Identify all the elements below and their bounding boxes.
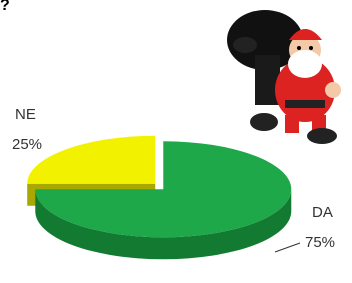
value-label: 25% [12,136,42,153]
santa-illustration [227,10,341,144]
value-label: 75% [305,234,335,251]
chart-title: ? [0,0,10,14]
chart: ? NE 25% DA 75% [0,0,352,283]
leader-line [275,243,300,252]
category-label: NE [15,106,36,123]
pie-slice [27,136,155,184]
category-label: DA [312,204,333,221]
